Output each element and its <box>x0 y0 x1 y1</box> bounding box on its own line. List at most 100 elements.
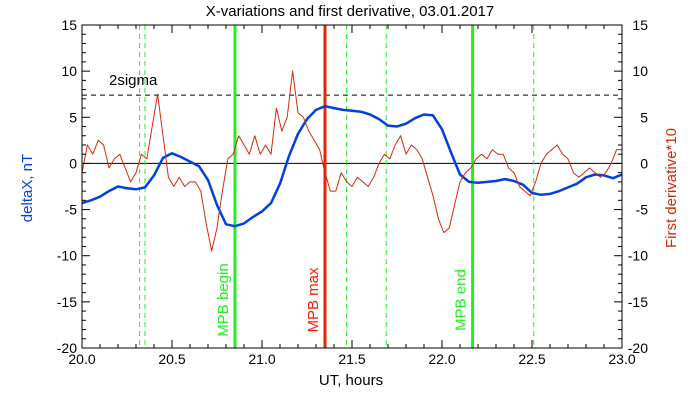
data-point-deltaX-42 <box>460 174 461 175</box>
data-point-derivative-98 <box>611 163 612 164</box>
data-point-deltaX-3 <box>109 191 110 192</box>
data-point-derivative-25 <box>217 228 218 229</box>
y-tick-label-right-6: -15 <box>628 294 648 310</box>
y-axis-label-left: deltaX, nT <box>19 154 36 222</box>
data-point-derivative-11 <box>141 154 142 155</box>
data-point-derivative-23 <box>206 223 207 224</box>
data-point-derivative-97 <box>605 172 606 173</box>
data-point-derivative-92 <box>578 177 579 178</box>
data-point-derivative-2 <box>92 154 93 155</box>
data-point-deltaX-21 <box>271 203 272 204</box>
data-point-derivative-59 <box>400 135 401 136</box>
data-point-deltaX-57 <box>595 174 596 175</box>
data-point-deltaX-25 <box>307 119 308 120</box>
data-point-derivative-31 <box>249 154 250 155</box>
data-point-derivative-12 <box>146 158 147 159</box>
y-tick-label-left-0: 15 <box>61 17 77 33</box>
data-point-derivative-73 <box>476 158 477 159</box>
series-line-derivative <box>81 70 622 252</box>
data-point-derivative-54 <box>373 177 374 178</box>
data-point-derivative-27 <box>227 158 228 159</box>
data-point-derivative-29 <box>238 135 239 136</box>
x-tick-label-1: 20.5 <box>158 351 185 367</box>
data-point-derivative-15 <box>163 135 164 136</box>
y-tick-label-right-1: 10 <box>632 63 648 79</box>
data-point-derivative-44 <box>319 149 320 150</box>
data-point-derivative-63 <box>422 158 423 159</box>
data-point-deltaX-49 <box>523 184 524 185</box>
data-point-derivative-13 <box>152 126 153 127</box>
data-point-deltaX-11 <box>181 156 182 157</box>
data-point-deltaX-10 <box>172 153 173 154</box>
data-point-deltaX-43 <box>469 181 470 182</box>
data-point-deltaX-19 <box>253 216 254 217</box>
data-point-deltaX-39 <box>433 115 434 116</box>
data-point-derivative-66 <box>438 218 439 219</box>
data-point-deltaX-2 <box>100 196 101 197</box>
data-point-deltaX-34 <box>388 125 389 126</box>
data-point-deltaX-55 <box>577 183 578 184</box>
y-axis-label-right: First derivative*10 <box>663 128 680 248</box>
y-tick-label-left-1: 10 <box>61 63 77 79</box>
data-point-derivative-71 <box>465 172 466 173</box>
data-point-derivative-47 <box>335 191 336 192</box>
data-point-derivative-91 <box>573 172 574 173</box>
y-tick-label-right-7: -20 <box>628 340 648 356</box>
data-point-derivative-89 <box>562 154 563 155</box>
data-point-deltaX-24 <box>298 133 299 134</box>
data-point-deltaX-9 <box>163 157 164 158</box>
y-tick-label-right-5: -10 <box>628 248 648 264</box>
y-tick-label-left-6: -15 <box>57 294 77 310</box>
data-point-derivative-95 <box>595 172 596 173</box>
data-point-derivative-62 <box>416 149 417 150</box>
data-point-derivative-40 <box>298 112 299 113</box>
data-point-deltaX-53 <box>559 191 560 192</box>
data-point-derivative-87 <box>551 149 552 150</box>
data-point-deltaX-1 <box>91 200 92 201</box>
data-point-derivative-52 <box>362 181 363 182</box>
data-point-deltaX-8 <box>154 175 155 176</box>
y-tick-label-right-2: 5 <box>640 109 648 125</box>
data-point-deltaX-48 <box>514 180 515 181</box>
data-point-derivative-96 <box>600 177 601 178</box>
data-point-deltaX-33 <box>379 119 380 120</box>
data-point-derivative-58 <box>395 144 396 145</box>
data-point-derivative-21 <box>195 181 196 182</box>
data-point-derivative-35 <box>271 154 272 155</box>
data-point-derivative-43 <box>314 140 315 141</box>
y-tick-label-right-3: 0 <box>640 155 648 171</box>
data-point-deltaX-38 <box>424 114 425 115</box>
data-point-derivative-36 <box>276 108 277 109</box>
data-point-deltaX-5 <box>127 188 128 189</box>
data-point-derivative-17 <box>173 186 174 187</box>
data-point-derivative-56 <box>384 154 385 155</box>
data-point-derivative-20 <box>190 181 191 182</box>
data-point-derivative-86 <box>546 154 547 155</box>
data-point-derivative-33 <box>260 154 261 155</box>
data-point-derivative-74 <box>481 154 482 155</box>
data-point-derivative-46 <box>330 191 331 192</box>
data-point-deltaX-7 <box>145 187 146 188</box>
data-point-deltaX-28 <box>334 108 335 109</box>
data-point-deltaX-30 <box>352 110 353 111</box>
data-point-derivative-41 <box>303 117 304 118</box>
x-tick-label-4: 22.0 <box>428 351 455 367</box>
data-point-derivative-1 <box>87 144 88 145</box>
data-point-derivative-26 <box>222 191 223 192</box>
data-point-derivative-48 <box>341 172 342 173</box>
data-point-derivative-61 <box>411 144 412 145</box>
x-axis-label: UT, hours <box>319 372 383 389</box>
data-point-derivative-57 <box>389 158 390 159</box>
threshold-label: 2sigma <box>109 72 158 89</box>
x-tick-label-6: 23.0 <box>608 351 635 367</box>
y-tick-label-right-4: -5 <box>636 202 649 218</box>
data-point-derivative-34 <box>265 144 266 145</box>
data-point-derivative-80 <box>514 172 515 173</box>
data-point-derivative-72 <box>470 168 471 169</box>
vline-label-mpb-max: MPB max <box>305 267 322 333</box>
data-point-deltaX-14 <box>208 180 209 181</box>
data-point-derivative-30 <box>244 144 245 145</box>
data-point-derivative-69 <box>454 204 455 205</box>
data-point-derivative-6 <box>114 158 115 159</box>
